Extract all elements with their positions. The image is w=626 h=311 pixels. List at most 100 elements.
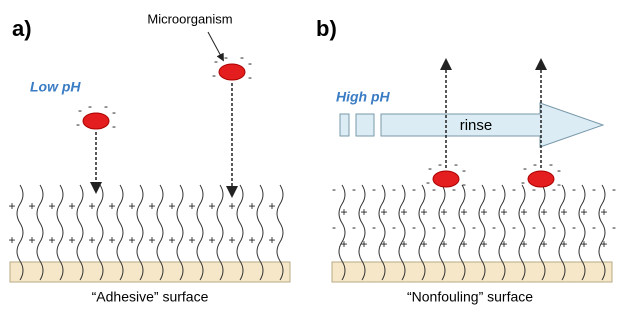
charge: - [76, 117, 80, 131]
surface-layer: ++++++++++++++++++++++++++++--++--++--++… [8, 50, 616, 280]
charge: + [580, 237, 587, 251]
microorganism-label: Microorganism [147, 11, 232, 26]
charge: + [420, 205, 427, 219]
charge: - [532, 220, 536, 234]
charge: + [208, 233, 215, 247]
charge: + [168, 199, 175, 213]
charge: + [480, 237, 487, 251]
charge: - [612, 220, 616, 234]
charge: - [88, 99, 92, 113]
microorganism [83, 113, 109, 129]
charge: - [248, 70, 252, 84]
charge: + [128, 233, 135, 247]
charge: + [68, 233, 75, 247]
charge: + [248, 199, 255, 213]
panel-label: a) [12, 16, 32, 41]
charge: + [540, 237, 547, 251]
charge: - [492, 182, 496, 196]
charge: - [112, 119, 116, 133]
charge: - [472, 220, 476, 234]
charge: - [612, 182, 616, 196]
charge: + [380, 205, 387, 219]
charge: + [600, 205, 607, 219]
microorganism [219, 64, 245, 80]
ph-label: High pH [336, 89, 391, 105]
charge: + [340, 237, 347, 251]
charge: - [552, 182, 556, 196]
charge: + [8, 199, 15, 213]
charge: - [412, 220, 416, 234]
charge: - [549, 157, 553, 171]
charge: - [332, 182, 336, 196]
charge: + [500, 205, 507, 219]
charge: - [214, 54, 218, 68]
charge: + [88, 199, 95, 213]
charge: - [332, 220, 336, 234]
charge: - [523, 161, 527, 175]
charge: + [248, 233, 255, 247]
charge: - [512, 220, 516, 234]
charge: + [600, 237, 607, 251]
charge: - [557, 177, 561, 191]
charge: - [462, 177, 466, 191]
charge: + [68, 199, 75, 213]
charge: + [148, 233, 155, 247]
charge: + [268, 233, 275, 247]
substrate [332, 262, 612, 282]
charge: + [400, 237, 407, 251]
charge: + [460, 237, 467, 251]
microorganism [528, 171, 554, 187]
charge: + [108, 199, 115, 213]
charge: + [360, 205, 367, 219]
charge: - [572, 220, 576, 234]
charge: - [412, 182, 416, 196]
charge: - [454, 157, 458, 171]
rinse-bit [340, 114, 349, 136]
charge: + [520, 205, 527, 219]
charge: - [572, 182, 576, 196]
charge: + [560, 205, 567, 219]
charge: + [268, 199, 275, 213]
charge: + [48, 199, 55, 213]
charge: - [521, 175, 525, 189]
rinse-label: rinse [460, 117, 493, 134]
charge: - [438, 157, 442, 171]
charge: - [372, 220, 376, 234]
charge: + [580, 205, 587, 219]
caption: “Adhesive” surface [92, 289, 209, 305]
charge: + [28, 199, 35, 213]
charge: + [88, 233, 95, 247]
charge: + [560, 237, 567, 251]
charge: + [8, 233, 15, 247]
charge: - [248, 56, 252, 70]
charge: + [520, 237, 527, 251]
charge: - [592, 182, 596, 196]
charge: - [392, 220, 396, 234]
charge: - [426, 175, 430, 189]
charge: + [108, 233, 115, 247]
charge: - [78, 103, 82, 117]
charge: + [28, 233, 35, 247]
charge: + [208, 199, 215, 213]
charge: - [112, 105, 116, 119]
charge: - [428, 161, 432, 175]
charge: - [462, 163, 466, 177]
charge: - [372, 182, 376, 196]
charge: + [500, 237, 507, 251]
charge: + [380, 237, 387, 251]
charge: + [480, 205, 487, 219]
charge: - [224, 50, 228, 64]
charge: - [104, 99, 108, 113]
charge: + [228, 199, 235, 213]
charge: - [557, 163, 561, 177]
charge: - [533, 157, 537, 171]
diagram: a) b) Microorganism Low pH High pH rinse… [0, 0, 626, 311]
charge: - [472, 182, 476, 196]
charge: - [352, 182, 356, 196]
charge: + [188, 199, 195, 213]
charge: - [452, 220, 456, 234]
charge: - [240, 50, 244, 64]
charge: + [148, 199, 155, 213]
caption: “Nonfouling” surface [407, 289, 533, 305]
panel-label: b) [316, 16, 337, 41]
